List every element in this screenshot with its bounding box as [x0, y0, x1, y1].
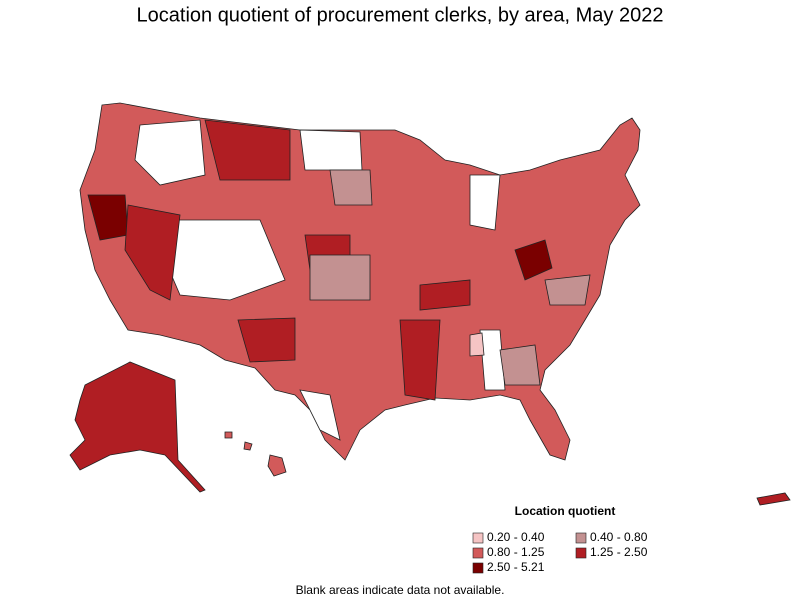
legend-label: 2.50 - 5.21 — [487, 560, 545, 574]
area — [124, 204, 181, 301]
footnote: Blank areas indicate data not available. — [296, 583, 505, 597]
blank-area — [469, 174, 501, 231]
area — [329, 169, 373, 206]
legend-label: 0.40 - 0.80 — [590, 530, 648, 544]
area — [756, 492, 791, 506]
legend-swatch — [575, 532, 587, 544]
area — [514, 239, 553, 281]
area — [419, 279, 471, 311]
legend-swatch — [472, 547, 484, 559]
blank-area — [299, 129, 363, 171]
area — [309, 254, 371, 301]
legend-swatch — [472, 562, 484, 574]
legend-label: 0.80 - 1.25 — [487, 545, 545, 559]
map-title: Location quotient of procurement clerks,… — [137, 4, 664, 26]
area — [399, 319, 441, 401]
area — [469, 332, 485, 357]
area — [69, 361, 206, 493]
legend-title: Location quotient — [515, 504, 616, 518]
area — [204, 119, 291, 181]
legend-label: 0.20 - 0.40 — [487, 530, 545, 544]
blank-area — [299, 389, 341, 441]
area — [237, 317, 296, 363]
area — [499, 344, 541, 386]
area — [544, 274, 591, 306]
map — [69, 102, 791, 506]
legend: Location quotient 0.20 - 0.40 0.40 - 0.80… — [472, 504, 648, 574]
area — [267, 454, 287, 477]
blank-area — [134, 119, 206, 186]
area — [243, 441, 253, 451]
blank-area — [479, 329, 506, 391]
area — [224, 431, 233, 439]
legend-swatch — [472, 532, 484, 544]
legend-label: 1.25 - 2.50 — [590, 545, 648, 559]
legend-swatch — [575, 547, 587, 559]
